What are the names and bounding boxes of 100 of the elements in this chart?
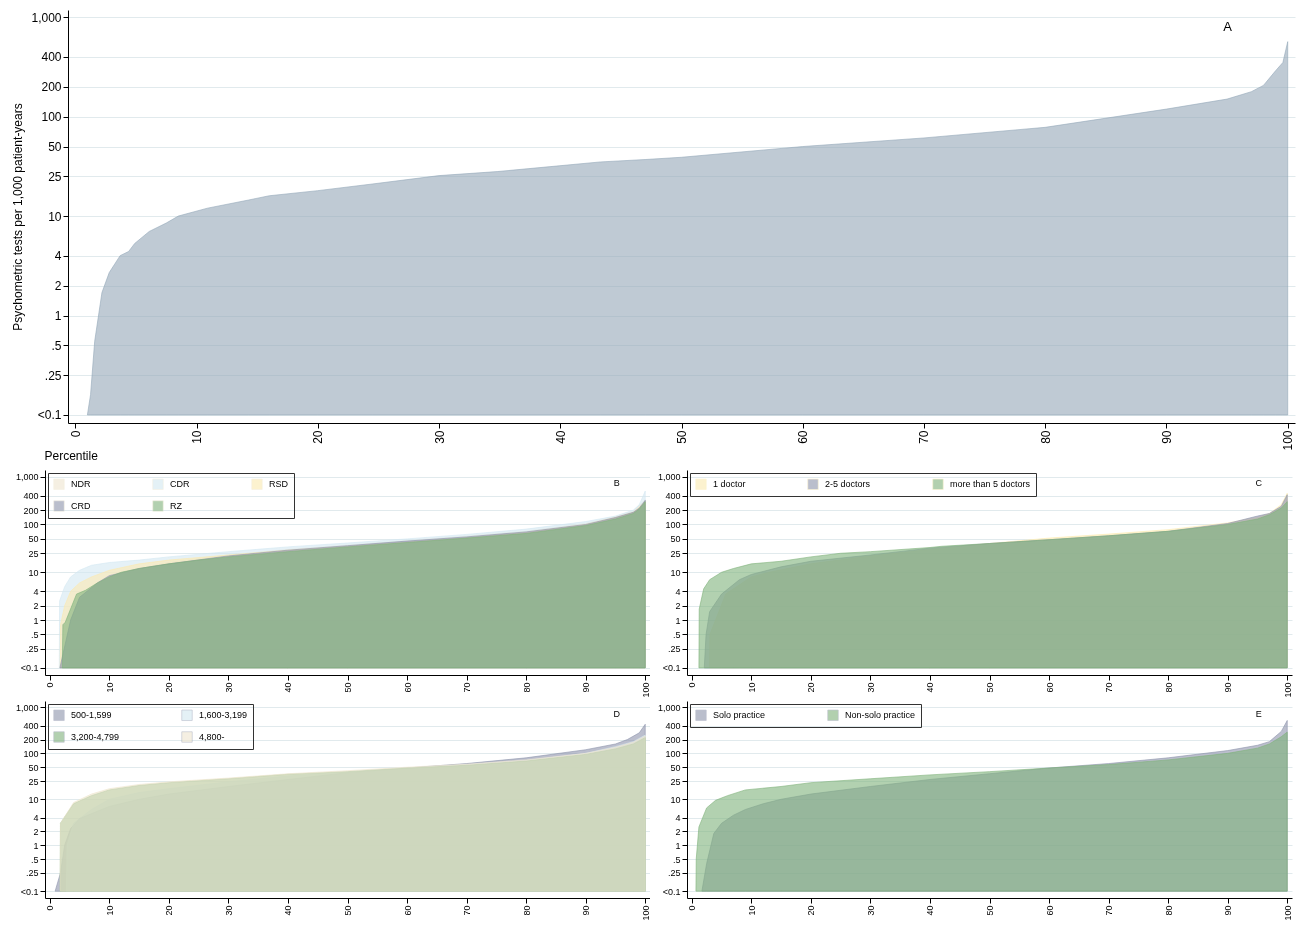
y-tick-label: 400 <box>41 50 62 65</box>
x-tick-label: 0 <box>45 905 56 911</box>
y-tick-label: .25 <box>44 368 62 383</box>
y-tick-label: .25 <box>667 644 681 655</box>
x-tick-label: 80 <box>1163 905 1174 916</box>
y-tick-label: .5 <box>672 854 681 865</box>
y-tick-label: .5 <box>30 629 39 640</box>
y-tick-label: 1 <box>33 615 39 626</box>
legend-label: 4,800- <box>199 732 225 742</box>
x-tick-label: 20 <box>311 430 326 444</box>
legend-label: Non-solo practice <box>845 710 916 721</box>
x-tick-label: 100 <box>640 905 651 921</box>
y-tick-label: 4 <box>675 813 681 824</box>
x-tick-label: 60 <box>1044 905 1055 916</box>
x-tick-label: 70 <box>917 430 932 444</box>
x-tick-label: 90 <box>581 682 592 693</box>
y-tick-label: 100 <box>23 519 39 530</box>
y-tick-label: 400 <box>665 721 681 732</box>
annotation: C <box>1255 478 1263 488</box>
x-tick-label: 80 <box>521 682 532 693</box>
x-tick-label: 90 <box>1159 430 1174 444</box>
y-tick-label: 1 <box>675 615 681 626</box>
y-tick-label: 50 <box>28 762 39 773</box>
legend-label: CDR <box>170 479 190 490</box>
x-tick-label: 80 <box>1163 682 1174 693</box>
x-tick-label: 90 <box>1223 905 1234 916</box>
x-tick-label: 0 <box>687 905 698 911</box>
x-tick-label: 0 <box>68 430 83 438</box>
y-axis-title: Psychometric tests per 1,000 patient-years <box>11 103 26 331</box>
y-tick-label: 10 <box>670 794 681 805</box>
x-tick-label: 60 <box>796 430 811 444</box>
legend-label: CRD <box>71 501 91 511</box>
y-tick-label: <0.1 <box>662 663 681 674</box>
legend-label: 3,200-4,799 <box>71 732 120 742</box>
x-tick-label: 10 <box>104 682 115 693</box>
x-tick-label: 10 <box>104 905 115 916</box>
y-tick-label: 50 <box>670 534 681 545</box>
x-tick-label: 50 <box>343 905 353 916</box>
y-tick-label: .25 <box>667 868 681 879</box>
x-tick-label: 30 <box>432 430 447 444</box>
x-tick-label: 60 <box>402 682 413 693</box>
y-tick-label: 2 <box>675 601 681 612</box>
y-tick-label: <0.1 <box>20 663 39 674</box>
x-tick-label: 40 <box>553 430 568 444</box>
legend-label: 1,600-3,199 <box>199 710 248 721</box>
y-tick-label: 100 <box>665 519 681 530</box>
x-tick-label: 40 <box>925 905 936 916</box>
x-tick-label: 20 <box>806 905 817 916</box>
legend-label: 2-5 doctors <box>825 479 871 490</box>
x-tick-label: 70 <box>462 905 473 916</box>
y-tick-label: 2 <box>54 279 62 294</box>
y-tick-label: 100 <box>41 110 62 125</box>
y-tick-label: 4 <box>675 586 681 597</box>
x-tick-label: 10 <box>746 905 757 916</box>
y-tick-label: 25 <box>670 548 681 559</box>
y-tick-label: 50 <box>670 762 681 773</box>
y-tick-label: <0.1 <box>37 408 62 423</box>
x-tick-label: 30 <box>223 905 234 916</box>
y-tick-label: 10 <box>28 794 39 805</box>
y-tick-label: <0.1 <box>20 886 39 897</box>
y-tick-label: 200 <box>665 505 681 516</box>
x-axis-title: Percentile <box>44 448 99 463</box>
legend-label: more than 5 doctors <box>950 479 1031 490</box>
x-tick-label: 0 <box>45 682 56 688</box>
x-tick-label: 50 <box>343 682 353 693</box>
y-tick-label: .25 <box>25 644 39 655</box>
x-tick-label: 20 <box>164 682 175 693</box>
y-tick-label: 200 <box>23 735 39 746</box>
y-tick-label: 100 <box>665 748 681 759</box>
legend-label: RZ <box>170 501 183 511</box>
x-tick-label: 40 <box>283 682 294 693</box>
annotation: E <box>1255 709 1262 719</box>
legend-label: NDR <box>71 479 91 490</box>
x-tick-label: 80 <box>521 905 532 916</box>
x-tick-label: 100 <box>640 682 651 698</box>
annotation: B <box>613 478 620 488</box>
x-tick-label: 20 <box>164 905 175 916</box>
legend-label: RSD <box>269 479 289 490</box>
y-tick-label: .25 <box>25 868 39 879</box>
x-tick-label: 70 <box>462 682 473 693</box>
x-tick-label: 20 <box>806 682 817 693</box>
y-tick-label: 25 <box>48 169 62 184</box>
y-tick-label: <0.1 <box>662 886 681 897</box>
y-tick-label: 25 <box>28 776 39 787</box>
y-tick-label: 10 <box>28 567 39 578</box>
y-tick-label: 100 <box>23 748 39 759</box>
x-tick-label: 30 <box>865 905 876 916</box>
x-tick-label: 30 <box>223 682 234 693</box>
x-tick-label: 40 <box>925 682 936 693</box>
y-tick-label: 25 <box>28 548 39 559</box>
x-tick-label: 90 <box>581 905 592 916</box>
x-tick-label: 100 <box>1281 430 1296 451</box>
y-tick-label: 4 <box>54 249 62 264</box>
x-tick-label: 10 <box>190 430 205 444</box>
legend-label: 1 doctor <box>713 479 746 490</box>
x-tick-label: 50 <box>985 905 995 916</box>
y-tick-label: 10 <box>670 567 681 578</box>
x-tick-label: 50 <box>985 682 995 693</box>
x-tick-label: 70 <box>1104 905 1115 916</box>
x-tick-label: 60 <box>402 905 413 916</box>
